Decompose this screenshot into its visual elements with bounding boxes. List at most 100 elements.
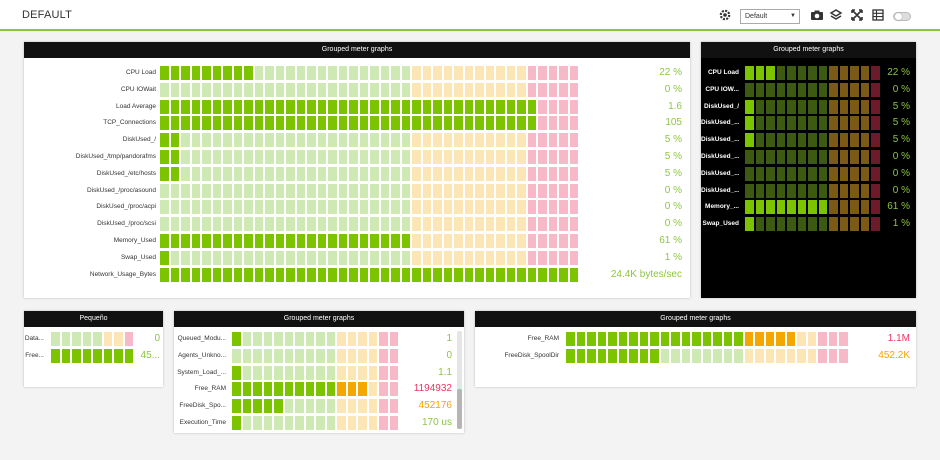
meter-cell-empty xyxy=(317,82,326,97)
meter-cell-empty xyxy=(734,348,743,363)
meter-cell-empty xyxy=(254,166,263,181)
meter-cell-filled xyxy=(223,116,232,131)
meter-cell-filled xyxy=(422,267,431,282)
meter-cell-filled xyxy=(170,150,179,164)
meter-cell-filled xyxy=(433,267,442,282)
meter-cell-empty xyxy=(265,166,274,181)
meter-cell-empty xyxy=(464,82,473,97)
meter-cell-filled xyxy=(212,99,221,114)
fullscreen-icon[interactable] xyxy=(850,8,864,22)
meter-cell-empty xyxy=(254,250,263,265)
dashboard-select[interactable]: Default ▼ xyxy=(740,9,800,24)
meter-cell-filled xyxy=(475,267,484,282)
meter-cell-empty xyxy=(265,200,274,215)
meter-cell-empty xyxy=(412,82,421,97)
meter-cell-filled xyxy=(212,116,221,131)
meter-cell-filled xyxy=(745,133,754,148)
meter-label: FreeDisk_Spo... xyxy=(179,402,226,410)
meter-cell-empty xyxy=(275,133,284,148)
meter-cell-empty xyxy=(317,183,326,198)
meter-cell-empty xyxy=(517,133,526,148)
meter-row: CPU IOW... 0 % xyxy=(701,82,916,97)
meter-cell-filled xyxy=(233,116,242,131)
meter-cell-filled xyxy=(170,166,179,181)
meter-cell-empty xyxy=(871,116,880,131)
meter-cell-empty xyxy=(254,200,263,215)
meter-cell-empty xyxy=(347,365,356,380)
meter-cell-empty xyxy=(284,399,293,414)
meter-cell-empty xyxy=(337,416,346,430)
meter-cell-empty xyxy=(401,250,410,265)
meter-cell-empty xyxy=(349,250,358,265)
meter-cell-empty xyxy=(548,200,557,215)
meter-cell-empty xyxy=(766,183,775,198)
meter-cell-empty xyxy=(860,166,869,181)
meter-cell-empty xyxy=(548,99,557,114)
meter-cell-empty xyxy=(755,99,764,114)
meter-cell-filled xyxy=(191,234,200,248)
meter-cell-empty xyxy=(517,166,526,181)
meter-cell-empty xyxy=(380,250,389,265)
meter-cell-empty xyxy=(338,82,347,97)
meter-cell-filled xyxy=(254,99,263,114)
meter-cell-empty xyxy=(464,133,473,148)
stack-icon[interactable] xyxy=(829,8,843,22)
table-icon[interactable] xyxy=(871,8,885,22)
meter-cell-empty xyxy=(797,217,806,232)
meter-row: DiskUsed_... 5 % xyxy=(701,116,916,131)
meter-cell-empty xyxy=(776,133,785,148)
meter-cell-empty xyxy=(569,116,578,131)
meter-cell-empty xyxy=(295,416,304,430)
meter-cell-empty xyxy=(191,200,200,215)
scrollbar-thumb[interactable] xyxy=(457,389,462,429)
meter-cell-empty xyxy=(401,166,410,181)
meter-cell-empty xyxy=(328,166,337,181)
meter-cell-filled xyxy=(650,348,659,363)
meter-cell-empty xyxy=(818,348,827,363)
meter-cell-filled xyxy=(284,382,293,397)
meter-cell-filled xyxy=(296,234,305,248)
meter-cell-empty xyxy=(233,166,242,181)
meter-label: DiskUsed_/proc/acpi xyxy=(96,203,156,211)
meter-cell-filled xyxy=(576,348,585,363)
meter-row: Data... 0 xyxy=(24,332,163,346)
meter-value: 1 % xyxy=(892,218,910,230)
meter-cell-empty xyxy=(412,183,421,198)
meter-cell-filled xyxy=(296,99,305,114)
meter-cell-empty xyxy=(316,416,325,430)
meter-cell-filled xyxy=(191,267,200,282)
meter-cell-empty xyxy=(191,217,200,232)
meter-cell-empty xyxy=(818,99,827,114)
meter-cell-empty xyxy=(496,200,505,215)
toggle-switch[interactable] xyxy=(893,12,911,21)
meter-cell-empty xyxy=(286,66,295,80)
meter-cell-filled xyxy=(380,267,389,282)
meter-cell-empty xyxy=(380,82,389,97)
meter-cell-empty xyxy=(233,200,242,215)
gear-icon[interactable] xyxy=(718,8,732,22)
camera-icon[interactable] xyxy=(810,8,824,22)
meter-cell-empty xyxy=(808,166,817,181)
meter-value: 452176 xyxy=(418,400,452,412)
meter-cell-empty xyxy=(422,217,431,232)
meter-cell-empty xyxy=(337,399,346,414)
meter-cell-empty xyxy=(254,82,263,97)
meter-label: DiskUsed_/tmp/pandorafms xyxy=(75,153,156,160)
meter-cell-empty xyxy=(233,217,242,232)
meter-cell-filled xyxy=(358,382,367,397)
meter-cell-empty xyxy=(412,133,421,148)
meter-cell-empty xyxy=(797,166,806,181)
meter-value: 1 xyxy=(446,333,452,344)
scrollbar[interactable] xyxy=(457,331,462,429)
meter-cell-filled xyxy=(181,267,190,282)
meter-cell-filled xyxy=(316,382,325,397)
meter-value: 0 % xyxy=(892,167,910,179)
meter-cell-filled xyxy=(401,99,410,114)
meter-cell-empty xyxy=(233,133,242,148)
meter-label: DiskUsed_... xyxy=(701,119,739,127)
meter-cell-filled xyxy=(433,116,442,131)
meter-cell-empty xyxy=(755,116,764,131)
meter-cell-empty xyxy=(871,200,880,215)
meter-cell-empty xyxy=(368,416,377,430)
meter-cell-empty xyxy=(797,116,806,131)
